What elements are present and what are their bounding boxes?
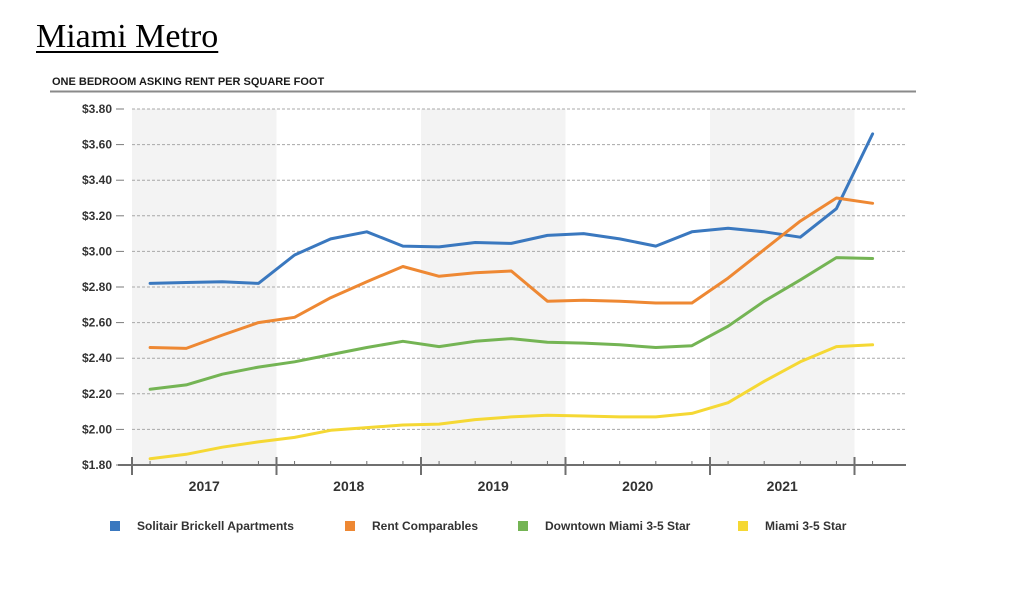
legend-label: Solitair Brickell Apartments <box>137 519 294 533</box>
y-tick-label: $2.60 <box>82 316 112 330</box>
y-tick-label: $2.80 <box>82 280 112 294</box>
chart-title: ONE BEDROOM ASKING RENT PER SQUARE FOOT <box>52 76 324 88</box>
legend-swatch <box>110 521 120 531</box>
legend-item: Rent Comparables <box>345 519 478 533</box>
legend-label: Rent Comparables <box>372 519 478 533</box>
y-tick-label: $2.00 <box>82 422 112 436</box>
y-tick-label: $3.20 <box>82 209 112 223</box>
y-tick-label: $2.20 <box>82 387 112 401</box>
y-tick-label: $3.00 <box>82 244 112 258</box>
legend-label: Miami 3-5 Star <box>765 519 847 533</box>
y-tick-label: $3.60 <box>82 138 112 152</box>
y-tick-label: $2.40 <box>82 351 112 365</box>
x-tick-label-2018: 2018 <box>333 478 364 494</box>
legend-label: Downtown Miami 3-5 Star <box>545 519 691 533</box>
x-tick-label-2019: 2019 <box>478 478 509 494</box>
series-lines <box>148 132 875 461</box>
x-tick-label-2017: 2017 <box>189 478 220 494</box>
grid-lines <box>132 108 906 430</box>
legend-swatch <box>518 521 528 531</box>
y-axis: $1.80 $2.00 $2.20 $2.40 $2.60 $2.80 $3.00 $3.20… <box>82 102 124 472</box>
series-line-1 <box>148 196 875 350</box>
x-tick-label-2020: 2020 <box>622 478 653 494</box>
y-tick-label: $1.80 <box>82 458 112 472</box>
title-rule <box>50 90 916 93</box>
page-heading: Miami Metro <box>36 18 219 55</box>
series-line-3 <box>148 343 875 461</box>
y-tick-label: $3.80 <box>82 102 112 116</box>
legend: Solitair Brickell Apartments Rent Compara… <box>110 519 847 533</box>
x-tick-label-2021: 2021 <box>767 478 798 494</box>
legend-swatch <box>738 521 748 531</box>
legend-item: Downtown Miami 3-5 Star <box>518 519 691 533</box>
series-line-0 <box>148 132 875 285</box>
y-tick-label: $3.40 <box>82 173 112 187</box>
legend-item: Miami 3-5 Star <box>738 519 847 533</box>
legend-swatch <box>345 521 355 531</box>
series-line-2 <box>148 256 875 391</box>
legend-item: Solitair Brickell Apartments <box>110 519 294 533</box>
x-axis: 2017 2018 2019 2020 2021 <box>118 457 906 494</box>
